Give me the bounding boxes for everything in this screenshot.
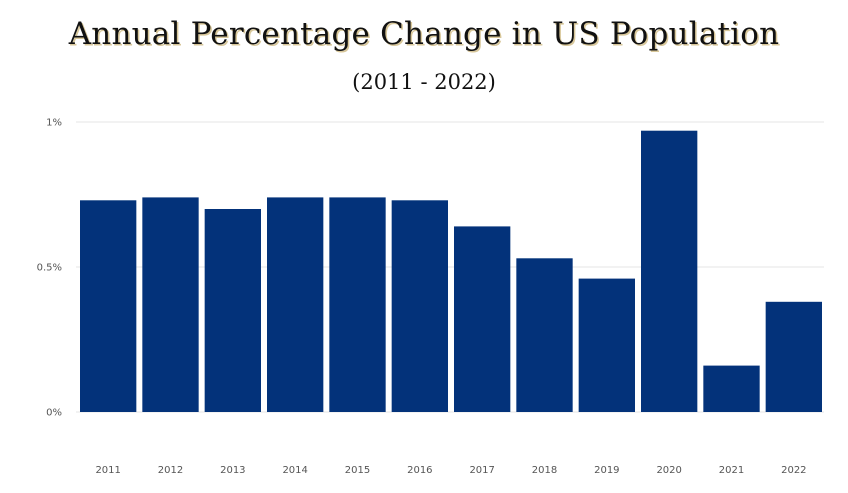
y-tick-label: 0% bbox=[46, 408, 62, 419]
x-tick-label: 2012 bbox=[158, 465, 183, 476]
x-axis-tick-labels: 2011 2012 2013 2014 2015 2016 2017 2018 2019 2020… bbox=[95, 465, 806, 476]
x-tick-label: 2014 bbox=[282, 465, 307, 476]
bar-2016 bbox=[391, 200, 448, 412]
bar-2011 bbox=[80, 200, 137, 412]
bar-2022 bbox=[765, 301, 822, 412]
gridlines bbox=[76, 121, 824, 413]
x-tick-label: 2020 bbox=[656, 465, 681, 476]
bar-2013 bbox=[204, 209, 261, 412]
x-tick-label: 2016 bbox=[407, 465, 432, 476]
y-axis-tick-labels: 0% 0.5% 1% bbox=[37, 118, 62, 419]
chart-subtitle: (2011 - 2022) bbox=[352, 70, 496, 94]
bar-2017 bbox=[454, 226, 511, 412]
bar-2019 bbox=[578, 278, 635, 412]
x-tick-label: 2019 bbox=[594, 465, 619, 476]
chart-title: Annual Percentage Change in US Populatio… bbox=[68, 16, 780, 52]
x-tick-label: 2017 bbox=[469, 465, 494, 476]
x-tick-label: 2011 bbox=[95, 465, 120, 476]
bar-2012 bbox=[142, 197, 199, 412]
bar-2020 bbox=[641, 130, 698, 412]
x-tick-label: 2021 bbox=[719, 465, 744, 476]
bars bbox=[80, 130, 822, 412]
x-tick-label: 2015 bbox=[345, 465, 370, 476]
x-tick-label: 2022 bbox=[781, 465, 806, 476]
bar-2018 bbox=[516, 258, 573, 412]
y-tick-label: 0.5% bbox=[37, 263, 62, 274]
bar-2014 bbox=[267, 197, 324, 412]
y-tick-label: 1% bbox=[46, 118, 62, 129]
bar-2021 bbox=[703, 365, 760, 412]
x-tick-label: 2018 bbox=[532, 465, 557, 476]
bar-2015 bbox=[329, 197, 386, 412]
x-tick-label: 2013 bbox=[220, 465, 245, 476]
